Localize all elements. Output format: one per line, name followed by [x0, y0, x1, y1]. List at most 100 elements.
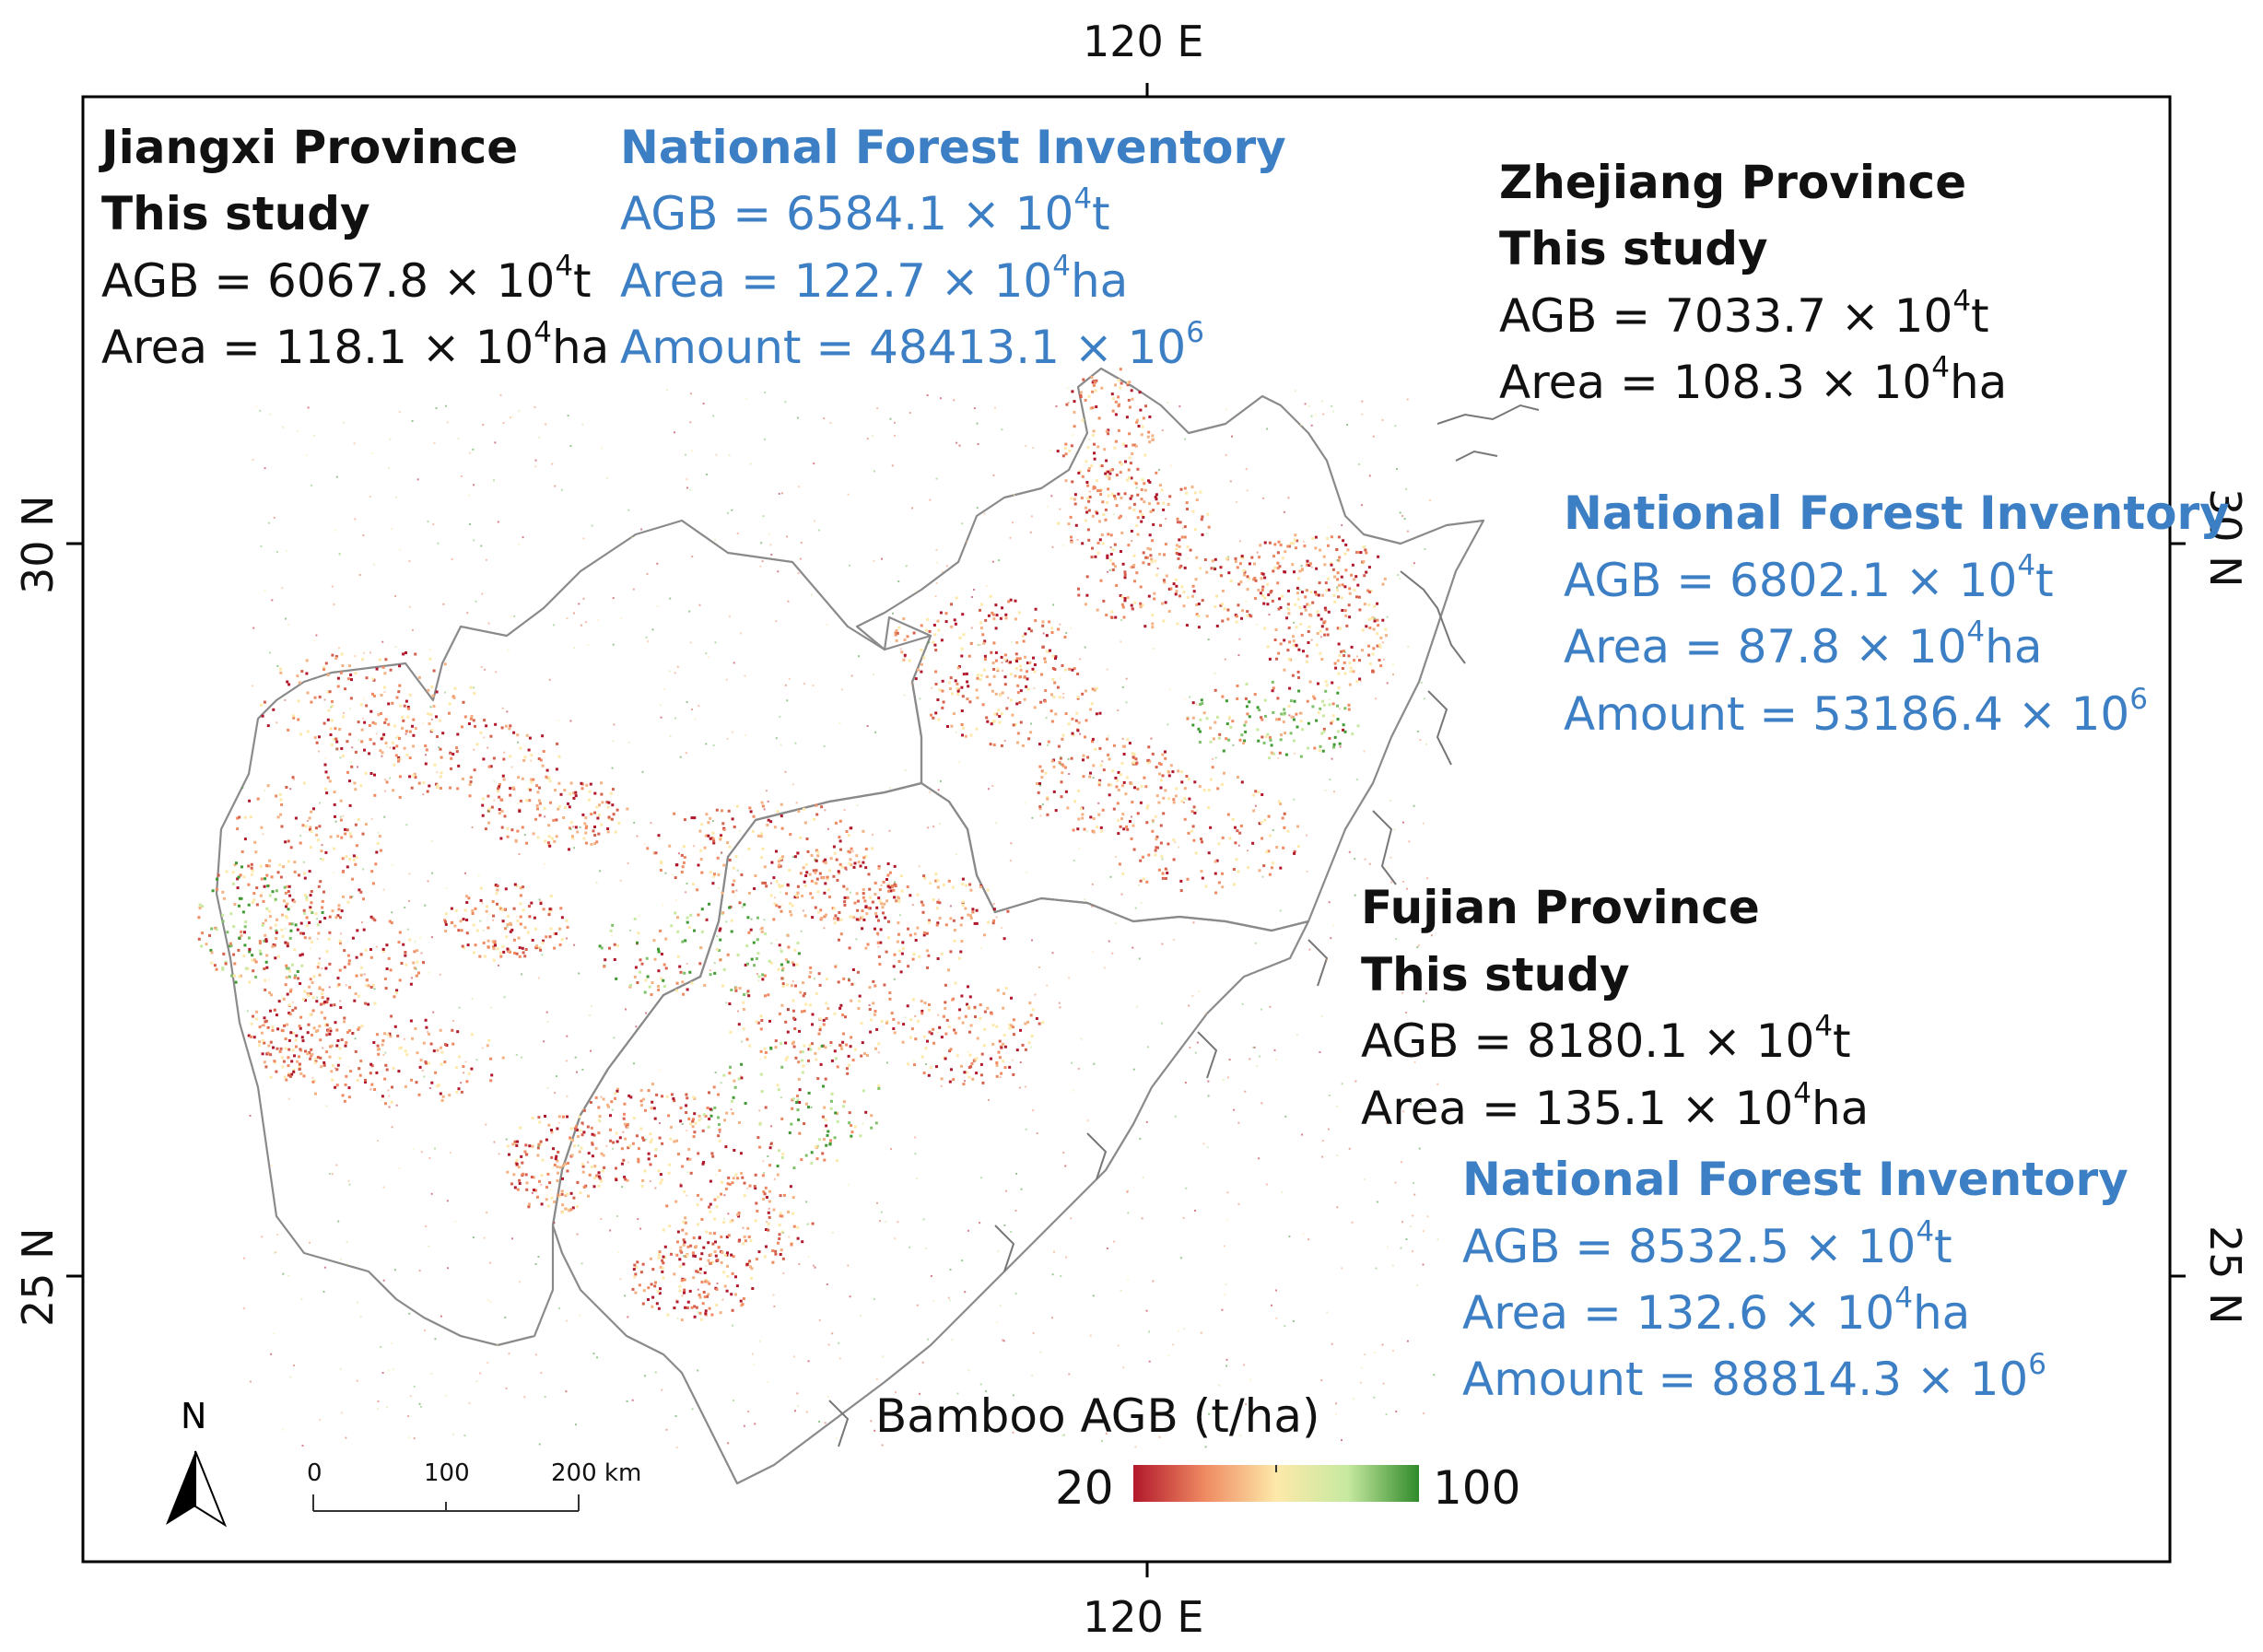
agb-pixel	[779, 857, 782, 861]
agb-pixel	[1225, 1365, 1228, 1367]
agb-pixel	[238, 975, 241, 978]
agb-pixel	[1365, 551, 1368, 555]
agb-pixel	[518, 1182, 522, 1185]
agb-pixel	[758, 1145, 762, 1149]
agb-pixel	[683, 1288, 686, 1292]
agb-pixel	[1199, 703, 1202, 706]
agb-pixel	[284, 983, 287, 987]
agb-pixel	[318, 986, 322, 990]
agb-pixel	[1394, 425, 1397, 428]
agb-pixel	[1107, 734, 1109, 737]
agb-pixel	[1250, 556, 1254, 559]
agb-pixel	[772, 1144, 775, 1147]
agb-pixel	[1073, 493, 1077, 497]
agb-pixel	[1280, 712, 1284, 716]
agb-pixel	[448, 702, 451, 706]
agb-pixel	[1073, 425, 1076, 428]
agb-pixel	[1087, 509, 1091, 512]
agb-pixel	[279, 875, 283, 879]
agb-pixel	[639, 1127, 643, 1131]
agb-pixel	[1258, 822, 1261, 826]
agb-pixel	[215, 887, 218, 891]
agb-pixel	[343, 966, 346, 969]
agb-pixel	[754, 1187, 757, 1190]
agb-pixel	[1202, 711, 1206, 715]
agb-pixel	[838, 839, 842, 843]
agb-pixel	[888, 787, 891, 790]
agb-pixel	[778, 905, 781, 908]
agb-pixel	[569, 1208, 573, 1212]
agb-pixel	[405, 963, 408, 967]
agb-pixel	[1060, 1275, 1062, 1277]
agb-pixel	[679, 970, 683, 974]
agb-pixel	[1323, 563, 1327, 567]
agb-pixel	[1096, 608, 1099, 612]
agb-pixel	[462, 1065, 465, 1068]
agb-pixel	[619, 1278, 622, 1281]
agb-pixel	[1294, 390, 1296, 392]
agb-pixel	[516, 915, 519, 918]
agb-pixel	[748, 1184, 752, 1188]
agb-pixel	[892, 888, 896, 892]
agb-pixel	[439, 1028, 442, 1032]
agb-pixel	[1132, 443, 1135, 447]
agb-pixel	[548, 779, 552, 783]
agb-pixel	[831, 907, 835, 910]
agb-pixel	[1003, 1034, 1006, 1037]
agb-pixel	[1117, 832, 1120, 836]
agb-pixel	[868, 887, 872, 891]
agb-pixel	[650, 1138, 653, 1142]
agb-pixel	[1015, 702, 1019, 706]
agb-pixel	[1279, 803, 1283, 805]
agb-pixel	[595, 805, 599, 809]
agb-pixel	[927, 1073, 931, 1077]
agb-pixel	[1038, 1022, 1041, 1025]
agb-pixel	[1119, 1414, 1121, 1417]
agb-pixel	[756, 938, 759, 942]
agb-pixel	[1033, 686, 1036, 689]
agb-pixel	[542, 750, 545, 753]
agb-pixel	[968, 995, 972, 999]
agb-pixel	[1243, 723, 1247, 727]
agb-pixel	[974, 1015, 977, 1018]
agb-pixel	[958, 1008, 962, 1012]
agb-pixel	[824, 1118, 827, 1121]
agb-pixel	[292, 1068, 296, 1072]
agb-pixel	[1126, 478, 1129, 482]
agb-pixel	[360, 1025, 364, 1028]
agb-pixel	[291, 898, 295, 902]
agb-pixel	[1086, 528, 1090, 532]
agb-pixel	[402, 943, 405, 946]
agb-pixel	[1139, 408, 1143, 412]
agb-pixel	[965, 1071, 968, 1074]
agb-pixel	[1214, 872, 1217, 875]
agb-pixel	[1323, 606, 1327, 610]
agb-pixel	[569, 827, 572, 830]
agb-pixel	[665, 1095, 669, 1098]
agb-pixel	[539, 902, 543, 906]
agb-pixel	[1331, 568, 1335, 571]
agb-pixel	[338, 968, 342, 972]
agb-pixel	[1319, 636, 1322, 639]
agb-pixel	[721, 851, 723, 854]
agb-pixel	[640, 1104, 643, 1107]
agb-pixel	[519, 922, 522, 926]
agb-pixel	[338, 553, 341, 555]
agb-pixel	[786, 535, 789, 538]
agb-pixel	[347, 959, 351, 963]
agb-pixel	[428, 722, 431, 726]
agb-pixel	[221, 967, 225, 971]
agb-pixel	[535, 946, 538, 950]
agb-pixel	[1150, 557, 1154, 561]
agb-pixel	[991, 613, 995, 616]
agb-pixel	[553, 931, 557, 935]
agb-pixel	[922, 1072, 926, 1074]
agb-pixel	[622, 1117, 626, 1120]
agb-pixel	[1358, 608, 1362, 612]
agb-pixel	[1163, 580, 1167, 584]
agb-pixel	[260, 545, 263, 547]
agb-pixel	[714, 1072, 717, 1074]
agb-pixel	[510, 828, 514, 832]
agb-pixel	[791, 1107, 794, 1110]
agb-pixel	[838, 1043, 842, 1047]
